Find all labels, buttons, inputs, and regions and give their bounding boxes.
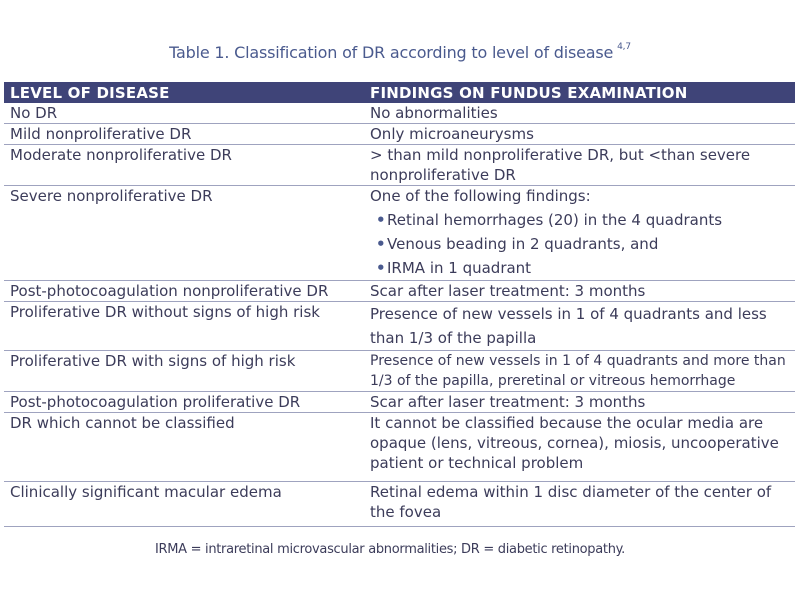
findings-cell: Presence of new vessels in 1 of 4 quadra… (364, 301, 795, 351)
level-cell: Severe nonproliferative DR (4, 185, 364, 281)
table-row: Post-photocoagulation nonproliferative D… (4, 280, 795, 302)
findings-cell: Only microaneurysms (364, 123, 795, 145)
bullet-item: IRMA in 1 quadrant (370, 256, 789, 280)
findings-bullet-list: Retinal hemorrhages (20) in the 4 quadra… (370, 208, 789, 280)
table-row: Moderate nonproliferative DR > than mild… (4, 144, 795, 186)
table-row: Post-photocoagulation proliferative DR S… (4, 391, 795, 413)
level-cell: Moderate nonproliferative DR (4, 144, 364, 186)
table-row: Mild nonproliferative DR Only microaneur… (4, 123, 795, 145)
level-cell: Clinically significant macular edema (4, 481, 364, 527)
findings-cell: It cannot be classified because the ocul… (364, 412, 795, 482)
findings-cell: No abnormalities (364, 103, 795, 124)
table-row: DR which cannot be classified It cannot … (4, 412, 795, 482)
level-cell: No DR (4, 103, 364, 124)
table-title-text: Table 1. Classification of DR according … (169, 43, 614, 62)
table-row: Clinically significant macular edema Ret… (4, 481, 795, 527)
findings-cell: Presence of new vessels in 1 of 4 quadra… (364, 350, 795, 392)
table-header-row: LEVEL OF DISEASE FINDINGS ON FUNDUS EXAM… (4, 82, 795, 103)
reference-superscript: 4,7 (617, 42, 631, 52)
classification-table: LEVEL OF DISEASE FINDINGS ON FUNDUS EXAM… (4, 82, 795, 527)
header-findings: FINDINGS ON FUNDUS EXAMINATION (364, 82, 795, 103)
header-level-of-disease: LEVEL OF DISEASE (4, 82, 364, 103)
table-row: Proliferative DR without signs of high r… (4, 301, 795, 351)
table-row: Proliferative DR with signs of high risk… (4, 350, 795, 392)
level-cell: Proliferative DR without signs of high r… (4, 301, 364, 351)
findings-cell: Retinal edema within 1 disc diameter of … (364, 481, 795, 527)
findings-intro: One of the following findings: (370, 187, 591, 205)
table-row: No DR No abnormalities (4, 103, 795, 124)
level-cell: DR which cannot be classified (4, 412, 364, 482)
findings-cell: Scar after laser treatment: 3 months (364, 280, 795, 302)
level-cell: Proliferative DR with signs of high risk (4, 350, 364, 392)
level-cell: Post-photocoagulation nonproliferative D… (4, 280, 364, 302)
table-row: Severe nonproliferative DR One of the fo… (4, 185, 795, 281)
level-cell: Post-photocoagulation proliferative DR (4, 391, 364, 413)
table-footnote: IRMA = intraretinal microvascular abnorm… (154, 542, 626, 557)
table-title: Table 1. Classification of DR according … (0, 42, 800, 62)
findings-cell: Scar after laser treatment: 3 months (364, 391, 795, 413)
level-cell: Mild nonproliferative DR (4, 123, 364, 145)
bullet-item: Venous beading in 2 quadrants, and (370, 232, 789, 256)
findings-cell: One of the following findings: Retinal h… (364, 185, 795, 281)
bullet-item: Retinal hemorrhages (20) in the 4 quadra… (370, 208, 789, 232)
findings-cell: > than mild nonproliferative DR, but <th… (364, 144, 795, 186)
